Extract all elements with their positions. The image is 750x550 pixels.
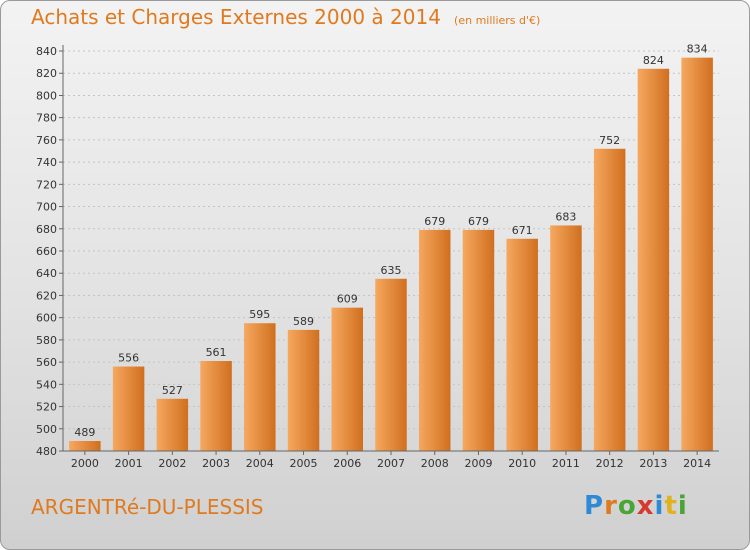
- data-label: 595: [249, 308, 270, 321]
- y-tick-label: 820: [36, 67, 57, 80]
- data-label: 556: [118, 352, 139, 365]
- y-tick-label: 520: [36, 401, 57, 414]
- data-label: 834: [687, 43, 708, 56]
- bar: [112, 366, 145, 451]
- data-label: 489: [74, 426, 95, 439]
- y-tick-label: 540: [36, 378, 57, 391]
- bar: [331, 307, 364, 451]
- x-tick-label: 2009: [464, 457, 492, 470]
- x-tick-label: 2007: [377, 457, 405, 470]
- bar: [287, 329, 320, 451]
- data-label: 679: [424, 215, 445, 228]
- bar: [462, 229, 495, 451]
- data-label: 683: [555, 210, 576, 223]
- bar: [681, 57, 713, 452]
- x-tick-label: 2002: [158, 457, 186, 470]
- data-label: 671: [512, 224, 533, 237]
- x-tick-label: 2008: [421, 457, 449, 470]
- data-label: 679: [468, 215, 489, 228]
- commune-name: ARGENTRé-DU-PLESSIS: [31, 495, 264, 519]
- x-tick-label: 2001: [115, 457, 143, 470]
- x-tick-label: 2011: [552, 457, 580, 470]
- x-tick-label: 2014: [683, 457, 711, 470]
- x-tick-label: 2003: [202, 457, 230, 470]
- bar: [550, 225, 582, 451]
- y-tick-label: 800: [36, 89, 57, 102]
- data-label: 527: [162, 384, 183, 397]
- bar: [156, 398, 189, 451]
- y-tick-label: 480: [36, 445, 57, 458]
- bar: [244, 323, 276, 451]
- logo-letter: P: [584, 491, 605, 521]
- data-label: 589: [293, 315, 314, 328]
- data-label: 752: [599, 134, 620, 147]
- bar: [375, 278, 407, 451]
- y-tick-label: 640: [36, 267, 57, 280]
- logo-letter: i: [654, 491, 665, 521]
- bar: [69, 441, 101, 451]
- x-tick-label: 2012: [596, 457, 624, 470]
- data-label: 635: [381, 264, 402, 277]
- chart-title: Achats et Charges Externes 2000 à 2014: [31, 5, 441, 29]
- y-tick-label: 580: [36, 334, 57, 347]
- y-tick-label: 660: [36, 245, 57, 258]
- proxiti-logo: Proxiti: [584, 491, 688, 521]
- data-label: 824: [643, 54, 664, 67]
- logo-letter: i: [677, 491, 688, 521]
- logo-letter: x: [636, 491, 655, 521]
- bar: [506, 238, 538, 451]
- bar: [593, 148, 626, 451]
- y-tick-label: 620: [36, 289, 57, 302]
- logo-letter: o: [617, 491, 637, 521]
- data-label: 561: [206, 346, 227, 359]
- chart-unit: (en milliers d'€): [454, 14, 541, 27]
- y-tick-label: 500: [36, 423, 57, 436]
- y-tick-label: 600: [36, 312, 57, 325]
- x-tick-label: 2013: [639, 457, 667, 470]
- y-tick-label: 740: [36, 156, 57, 169]
- x-tick-label: 2006: [333, 457, 361, 470]
- y-tick-label: 780: [36, 112, 57, 125]
- bar: [418, 229, 451, 451]
- logo-letter: r: [604, 491, 618, 521]
- data-label: 609: [337, 293, 358, 306]
- bar: [637, 68, 670, 452]
- x-tick-label: 2000: [71, 457, 99, 470]
- y-tick-label: 700: [36, 201, 57, 214]
- x-tick-label: 2010: [508, 457, 536, 470]
- y-tick-label: 840: [36, 45, 57, 58]
- x-tick-label: 2004: [246, 457, 274, 470]
- y-tick-label: 680: [36, 223, 57, 236]
- y-tick-label: 560: [36, 356, 57, 369]
- bar: [200, 361, 232, 451]
- title-row: Achats et Charges Externes 2000 à 2014 (…: [31, 5, 540, 29]
- y-tick-label: 720: [36, 178, 57, 191]
- y-tick-label: 760: [36, 134, 57, 147]
- x-tick-label: 2005: [290, 457, 318, 470]
- logo-letter: t: [664, 491, 678, 521]
